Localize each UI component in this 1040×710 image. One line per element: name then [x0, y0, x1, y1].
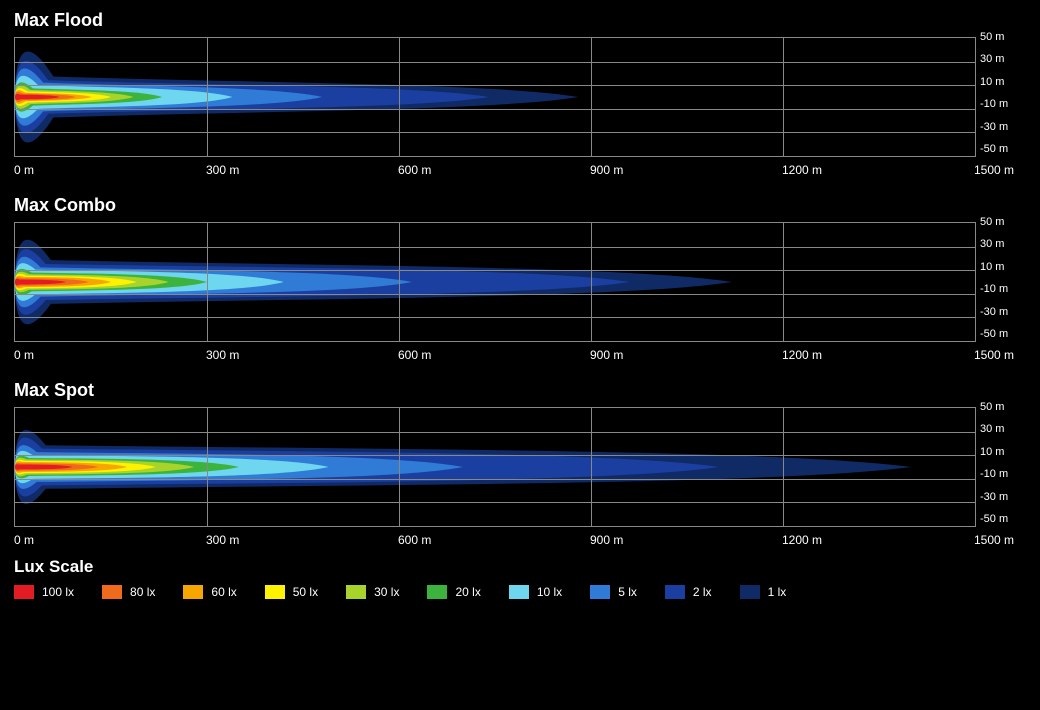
- y-tick-label: -30 m: [980, 492, 1008, 503]
- grid-line-horizontal: [15, 109, 975, 110]
- legend-label: 50 lx: [293, 585, 318, 599]
- y-tick-label: 10 m: [980, 447, 1008, 458]
- grid-line-vertical: [591, 38, 592, 156]
- y-tick-label: 30 m: [980, 239, 1008, 250]
- legend-swatch: [590, 585, 610, 599]
- grid-line-vertical: [399, 223, 400, 341]
- y-axis-labels: 50 m30 m10 m-10 m-30 m-50 m: [980, 222, 1008, 340]
- beam-contours: [15, 223, 975, 341]
- grid-line-vertical: [783, 38, 784, 156]
- legend-title: Lux Scale: [14, 557, 1040, 577]
- grid-line-horizontal: [15, 317, 975, 318]
- legend-item: 80 lx: [102, 585, 155, 599]
- chart-box: [14, 37, 976, 157]
- grid-line-vertical: [783, 408, 784, 526]
- grid-line-horizontal: [15, 479, 975, 480]
- panel-title: Max Spot: [14, 380, 1026, 401]
- grid-line-vertical: [591, 408, 592, 526]
- grid-line-vertical: [591, 223, 592, 341]
- legend-item: 5 lx: [590, 585, 637, 599]
- beam-panel: Max Flood50 m 30 m 10 m -10 m -30 m -50 m 0 m3…: [14, 10, 1026, 177]
- legend-label: 100 lx: [42, 585, 74, 599]
- beam-contours: [15, 38, 975, 156]
- y-tick-label: -10 m: [980, 469, 1008, 480]
- legend-item: 100 lx: [14, 585, 74, 599]
- legend-item: 20 lx: [427, 585, 480, 599]
- legend-swatch: [102, 585, 122, 599]
- x-axis-labels: 0 m300 m600 m900 m1200 m1500 m: [14, 163, 974, 177]
- chart-box: [14, 407, 976, 527]
- legend-swatch: [183, 585, 203, 599]
- y-tick-label: -10 m: [980, 99, 1008, 110]
- grid-line-horizontal: [15, 132, 975, 133]
- grid-line-horizontal: [15, 502, 975, 503]
- y-tick-label: -50 m: [980, 514, 1008, 525]
- legend-label: 20 lx: [455, 585, 480, 599]
- beam-panel: Max Spot50 m 30 m 10 m -10 m -30 m -50 m 0 m30…: [14, 380, 1026, 547]
- legend-item: 30 lx: [346, 585, 399, 599]
- y-axis-labels: 50 m30 m10 m-10 m-30 m-50 m: [980, 407, 1008, 525]
- y-tick-label: -30 m: [980, 307, 1008, 318]
- x-axis-labels: 0 m300 m600 m900 m1200 m1500 m: [14, 533, 974, 547]
- legend-label: 10 lx: [537, 585, 562, 599]
- grid-line-horizontal: [15, 62, 975, 63]
- grid-line-vertical: [207, 223, 208, 341]
- legend-label: 30 lx: [374, 585, 399, 599]
- legend-item: 50 lx: [265, 585, 318, 599]
- legend-item: 1 lx: [740, 585, 787, 599]
- grid-line-vertical: [207, 408, 208, 526]
- legend-swatch: [740, 585, 760, 599]
- legend-swatch: [346, 585, 366, 599]
- x-axis-labels: 0 m300 m600 m900 m1200 m1500 m: [14, 348, 974, 362]
- y-tick-label: 10 m: [980, 77, 1008, 88]
- y-tick-label: -50 m: [980, 329, 1008, 340]
- grid-line-vertical: [399, 408, 400, 526]
- legend-swatch: [427, 585, 447, 599]
- grid-line-vertical: [399, 38, 400, 156]
- grid-line-vertical: [783, 223, 784, 341]
- legend-swatch: [14, 585, 34, 599]
- grid-line-horizontal: [15, 294, 975, 295]
- grid-line-horizontal: [15, 270, 975, 271]
- legend-row: 100 lx 80 lx 60 lx 50 lx 30 lx 20 lx 10 lx 5 lx…: [14, 585, 1040, 599]
- legend-swatch: [509, 585, 529, 599]
- y-tick-label: -10 m: [980, 284, 1008, 295]
- grid-line-horizontal: [15, 455, 975, 456]
- panel-title: Max Flood: [14, 10, 1026, 31]
- y-tick-label: 10 m: [980, 262, 1008, 273]
- grid-line-vertical: [207, 38, 208, 156]
- legend-label: 2 lx: [693, 585, 712, 599]
- legend-swatch: [665, 585, 685, 599]
- legend-item: 2 lx: [665, 585, 712, 599]
- grid-line-horizontal: [15, 432, 975, 433]
- y-tick-label: 50 m: [980, 402, 1008, 413]
- y-tick-label: 50 m: [980, 32, 1008, 43]
- y-axis-labels: 50 m30 m10 m-10 m-30 m-50 m: [980, 37, 1008, 155]
- legend-label: 1 lx: [768, 585, 787, 599]
- legend-label: 5 lx: [618, 585, 637, 599]
- chart-box: [14, 222, 976, 342]
- beam-contours: [15, 408, 975, 526]
- legend-label: 60 lx: [211, 585, 236, 599]
- legend-item: 10 lx: [509, 585, 562, 599]
- beam-panel: Max Combo50 m 30 m 10 m -10 m -30 m -50 m 0 m3…: [14, 195, 1026, 362]
- y-tick-label: -50 m: [980, 144, 1008, 155]
- legend-label: 80 lx: [130, 585, 155, 599]
- y-tick-label: 30 m: [980, 424, 1008, 435]
- legend-swatch: [265, 585, 285, 599]
- panel-title: Max Combo: [14, 195, 1026, 216]
- legend-item: 60 lx: [183, 585, 236, 599]
- y-tick-label: 50 m: [980, 217, 1008, 228]
- y-tick-label: 30 m: [980, 54, 1008, 65]
- y-tick-label: -30 m: [980, 122, 1008, 133]
- grid-line-horizontal: [15, 247, 975, 248]
- grid-line-horizontal: [15, 85, 975, 86]
